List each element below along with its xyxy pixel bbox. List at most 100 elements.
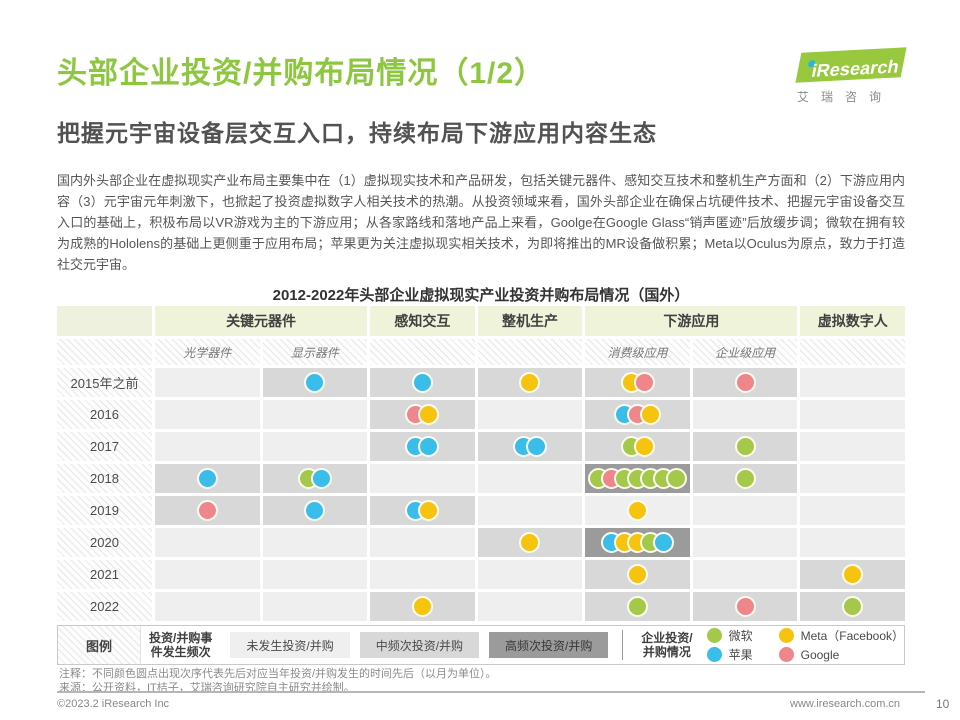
legend-frequency-box: 中频次投资/并购	[359, 632, 480, 658]
green-dot	[666, 468, 688, 489]
table-cell	[370, 592, 475, 621]
table-cell	[262, 368, 368, 397]
table-cell	[692, 368, 798, 397]
table-cell	[155, 368, 260, 397]
legend-company-title: 企业投资/并购情况	[641, 631, 693, 659]
row-label: 2016	[57, 400, 152, 429]
table-cell	[155, 592, 260, 621]
logo-brand-cn: 艾瑞咨询	[797, 90, 894, 104]
table-cell	[800, 464, 905, 493]
footer-copyright: ©2023.2 iResearch Inc	[57, 698, 170, 710]
row-label: 2021	[57, 560, 152, 589]
yellow-dot	[418, 404, 440, 425]
chart-title: 2012-2022年头部企业虚拟现实产业投资并购布局情况（国外）	[272, 287, 690, 304]
table-header-corner	[57, 306, 152, 336]
table-cell	[155, 464, 260, 493]
table-cell	[370, 560, 475, 589]
table-cell	[585, 432, 690, 461]
red-dot	[734, 596, 756, 617]
page-number: 10	[936, 697, 950, 711]
yellow-dot	[411, 596, 433, 617]
table-cell	[262, 496, 368, 525]
legend-divider	[622, 630, 624, 660]
table-cell	[370, 464, 475, 493]
column-sub-header: 显示器件	[262, 339, 368, 365]
blue-dot	[525, 436, 547, 457]
blue-dot	[706, 647, 722, 662]
blue-dot	[196, 468, 218, 489]
table-cell	[477, 432, 583, 461]
table-cell	[370, 368, 475, 397]
yellow-dot	[778, 628, 794, 643]
red-dot	[734, 372, 756, 393]
table-cell	[155, 432, 260, 461]
table-cell	[477, 496, 583, 525]
legend-company-label: 苹果	[728, 648, 753, 662]
yellow-dot	[418, 500, 440, 521]
legend-key-label: 图例	[58, 626, 142, 664]
logo-shape: iResearch	[795, 47, 907, 83]
column-sub-header	[800, 339, 905, 365]
table-cell	[477, 368, 583, 397]
legend-frequency-box: 未发生投资/并购	[230, 632, 350, 658]
legend-frequency-box: 高频次投资/并购	[489, 632, 609, 658]
table-cell	[585, 592, 690, 621]
yellow-dot	[627, 564, 649, 585]
table-cell	[692, 528, 798, 557]
row-label: 2020	[57, 528, 152, 557]
legend-company-item: 微软	[706, 627, 753, 644]
column-group-header: 虚拟数字人	[800, 306, 905, 336]
table-cell	[800, 592, 905, 621]
table-subheader-corner	[57, 339, 152, 365]
table-cell	[800, 560, 905, 589]
yellow-dot	[519, 532, 541, 553]
table-cell	[155, 496, 260, 525]
legend-company-item: Meta（Facebook）	[778, 627, 904, 644]
table-cell	[155, 528, 260, 557]
page-subtitle: 把握元宇宙设备层交互入口，持续布局下游应用内容生态	[57, 120, 657, 146]
yellow-dot	[627, 500, 649, 521]
blue-dot	[304, 372, 326, 393]
green-dot	[734, 436, 756, 457]
blue-dot	[304, 500, 326, 521]
table-cell	[262, 560, 368, 589]
iresearch-logo: iResearch 艾瑞咨询	[793, 44, 911, 106]
table-cell	[477, 560, 583, 589]
table-cell	[692, 400, 798, 429]
table-cell	[800, 432, 905, 461]
investment-table: 关键元器件 感知交互 整机生产 下游应用 虚拟数字人 光学器件 显示器件 消费级应用 企业级应用…	[57, 306, 905, 621]
column-sub-header: 光学器件	[155, 339, 260, 365]
table-cell	[692, 496, 798, 525]
legend-frequency-boxes: 未发生投资/并购 中频次投资/并购 高频次投资/并购	[220, 632, 609, 658]
table-cell	[370, 496, 475, 525]
table-cell	[477, 528, 583, 557]
green-dot	[706, 628, 722, 643]
table-cell	[585, 496, 690, 525]
row-label: 2018	[57, 464, 152, 493]
table-cell	[155, 400, 260, 429]
row-label: 2019	[57, 496, 152, 525]
legend-company-label: Google	[800, 647, 840, 662]
blue-dot	[310, 468, 332, 489]
table-cell	[585, 528, 690, 557]
column-group-header: 整机生产	[477, 306, 583, 336]
note-line: 注释：不同颜色圆点出现次序代表先后对应当年投资/并购发生的时间先后（以月为单位）…	[59, 668, 497, 680]
footer-url: www.iresearch.com.cn	[790, 698, 901, 710]
yellow-dot	[640, 404, 662, 425]
row-label: 2022	[57, 592, 152, 621]
table-cell	[155, 560, 260, 589]
table-cell	[262, 432, 368, 461]
table-cell	[585, 400, 690, 429]
page-title: 头部企业投资/并购布局情况（1/2）	[57, 57, 546, 90]
legend-company-items: 微软 Meta（Facebook） 苹果 Google	[706, 627, 904, 663]
red-dot	[633, 372, 655, 393]
column-group-header: 感知交互	[370, 306, 475, 336]
table-cell	[800, 528, 905, 557]
blue-dot	[653, 532, 675, 553]
row-label: 2017	[57, 432, 152, 461]
green-dot	[842, 596, 864, 617]
table-cell	[692, 464, 798, 493]
legend-company-item: 苹果	[706, 646, 753, 663]
table-cell	[692, 592, 798, 621]
